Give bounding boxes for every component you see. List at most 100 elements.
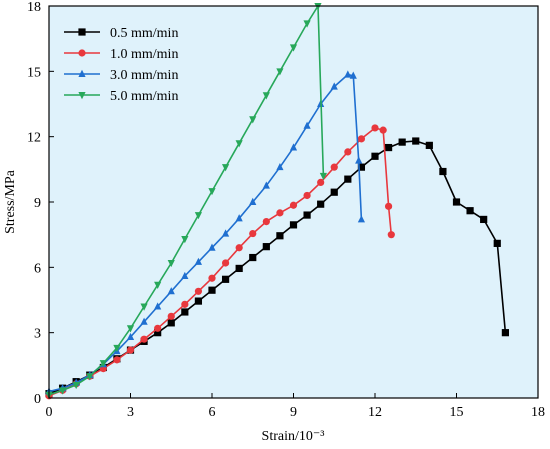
data-point (319, 172, 327, 181)
data-point (154, 324, 162, 332)
data-point (167, 319, 175, 327)
data-point (344, 70, 352, 78)
data-point (208, 274, 216, 282)
legend-label: 0.5 mm/min (110, 26, 178, 41)
data-point (221, 275, 230, 283)
data-point (249, 197, 257, 205)
data-point (330, 82, 338, 90)
data-point (384, 143, 393, 152)
legend-marker (78, 69, 86, 77)
data-point (387, 231, 395, 239)
data-point (289, 201, 298, 209)
data-point (384, 202, 393, 210)
x-tick-label: 6 (209, 405, 216, 420)
data-point (357, 215, 366, 223)
data-point (330, 188, 338, 196)
data-point (289, 221, 298, 229)
data-point (371, 152, 379, 160)
y-tick-label: 0 (34, 392, 41, 407)
x-tick-label: 12 (368, 405, 382, 420)
data-point (86, 373, 94, 381)
data-point (154, 302, 162, 310)
data-point (344, 148, 352, 156)
data-point (344, 175, 352, 183)
data-point (235, 264, 243, 273)
legend-label: 3.0 mm/min (110, 68, 178, 83)
y-tick-label: 6 (34, 261, 41, 276)
data-point (72, 381, 80, 390)
data-point (289, 143, 298, 151)
data-point (303, 121, 311, 129)
data-point (99, 360, 107, 368)
data-point (317, 178, 325, 186)
data-point (379, 126, 387, 134)
legend-label: 1.0 mm/min (110, 47, 178, 62)
legend-label: 5.0 mm/min (110, 89, 178, 104)
data-point (276, 209, 284, 217)
data-point (289, 44, 298, 52)
data-point (208, 286, 216, 294)
data-point (249, 116, 257, 124)
x-tick-label: 18 (531, 405, 545, 420)
data-point (140, 335, 148, 343)
data-point (58, 387, 67, 395)
data-point (181, 308, 189, 316)
data-point (167, 312, 175, 320)
data-point (194, 257, 203, 265)
data-point (262, 218, 270, 226)
data-point (493, 239, 501, 247)
data-point (221, 164, 230, 172)
data-point (140, 303, 148, 311)
data-point (181, 271, 189, 280)
data-point (208, 243, 216, 251)
data-point (154, 281, 162, 289)
y-tick-label: 9 (34, 196, 41, 211)
series-layer (45, 3, 509, 400)
axis-layer: 0 3 6 9 12 15 18 0 3 6 9 12 15 18 (27, 0, 545, 420)
data-point (276, 232, 284, 240)
data-point (480, 215, 488, 224)
y-axis-label: Stress/MPa (3, 169, 18, 234)
data-point (501, 329, 509, 337)
data-point (276, 162, 284, 171)
legend-marker (78, 28, 86, 36)
data-point (194, 297, 203, 305)
legend-marker (78, 92, 86, 100)
y-tick-label: 3 (34, 327, 41, 342)
series-line (48, 127, 393, 397)
data-point (466, 207, 474, 215)
x-tick-label: 9 (290, 405, 297, 420)
data-point (249, 253, 257, 262)
x-tick-label: 0 (46, 405, 53, 420)
data-point (208, 188, 216, 196)
series-4 (45, 3, 327, 399)
data-point (221, 229, 230, 237)
data-point (140, 317, 148, 325)
data-point (355, 156, 363, 164)
y-tick-label: 18 (27, 0, 41, 15)
data-point (412, 137, 420, 145)
data-point (126, 325, 135, 333)
data-point (235, 244, 243, 252)
data-point (276, 68, 284, 76)
data-point (303, 191, 311, 200)
data-point (262, 92, 270, 100)
data-point (167, 287, 175, 295)
data-point (303, 211, 311, 219)
legend: 0.5 mm/min 1.0 mm/min 3.0 mm/min 5.0 mm/min (64, 26, 178, 104)
data-point (113, 344, 121, 353)
data-point (303, 20, 311, 28)
data-point (452, 198, 461, 206)
x-tick-label: 3 (127, 405, 134, 420)
series-line (48, 5, 325, 396)
data-point (194, 212, 203, 220)
data-point (113, 356, 121, 364)
data-point (425, 141, 433, 149)
data-point (398, 138, 406, 146)
data-point (154, 329, 162, 337)
data-point (126, 346, 135, 354)
data-point (126, 332, 135, 341)
data-point (317, 200, 325, 208)
data-point (262, 181, 270, 189)
